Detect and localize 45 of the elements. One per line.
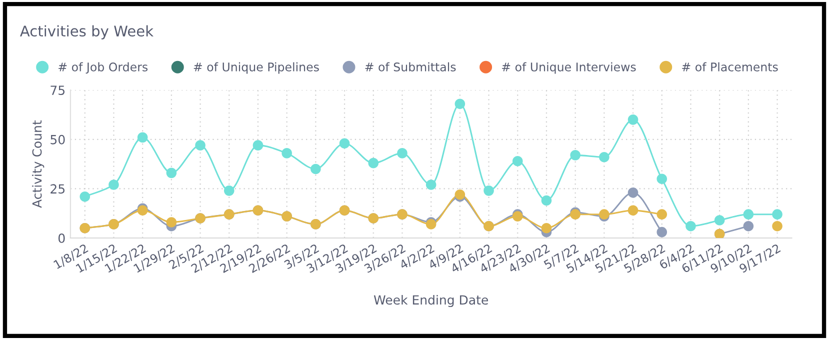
point [80, 191, 90, 202]
point [166, 168, 177, 178]
legend-label: # of Placements [682, 62, 778, 72]
point [108, 180, 119, 190]
legend-label: # of Unique Interviews [502, 62, 636, 74]
point [224, 186, 234, 196]
legend-label: # of Submittals [365, 62, 456, 72]
point [570, 150, 580, 160]
y-tick-label: 0 [58, 233, 65, 243]
point [339, 138, 350, 148]
point [484, 186, 494, 196]
legend-label: # of Job Orders [58, 62, 148, 74]
point [282, 148, 292, 158]
x-axis-title: Week Ending Date [374, 294, 488, 308]
point [195, 140, 206, 150]
point [368, 158, 379, 168]
point [656, 226, 668, 238]
y-tick-label: 75 [50, 86, 65, 96]
y-axis-title: Activity Count [32, 120, 44, 208]
point [541, 195, 552, 206]
y-tick-label: 25 [50, 184, 65, 194]
point [656, 174, 668, 184]
point [454, 98, 466, 110]
chart-title: Activities by Week [20, 25, 154, 40]
point [743, 221, 754, 232]
point [628, 205, 638, 216]
point [656, 209, 668, 220]
point [772, 209, 782, 220]
y-tick-label: 50 [50, 134, 65, 144]
point [628, 114, 638, 125]
point [137, 132, 148, 143]
point [397, 148, 408, 158]
point [714, 215, 725, 226]
point [426, 180, 436, 190]
point [599, 152, 610, 162]
point [743, 209, 754, 220]
legend-label: # of Unique Pipelines [194, 62, 319, 74]
point [310, 164, 321, 174]
point [772, 221, 782, 232]
point [166, 217, 177, 228]
point [541, 222, 552, 234]
point [252, 140, 264, 150]
point [512, 156, 523, 166]
point [628, 187, 638, 198]
point [686, 221, 696, 232]
